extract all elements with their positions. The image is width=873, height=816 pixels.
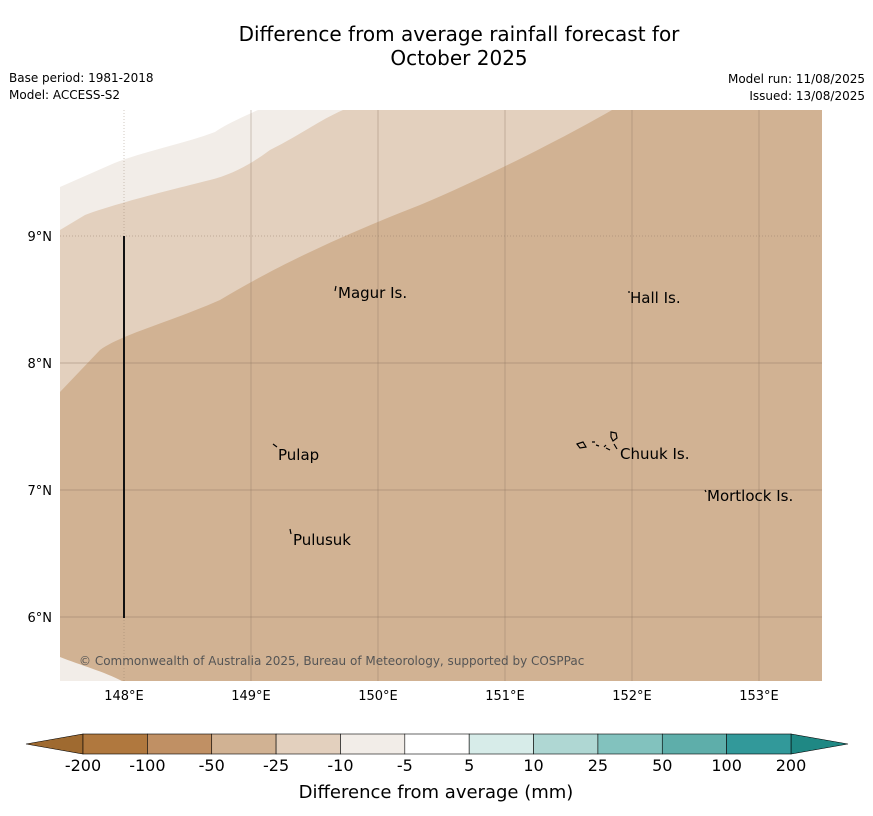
colorbar-segment [275,733,341,755]
colorbar-label: -50 [199,756,225,775]
model-run-text: Model run: 11/08/2025 [727,72,865,86]
colorbar-segment [661,733,727,755]
longitude-tick-label: 151°E [485,689,525,704]
colorbar-title: Difference from average (mm) [299,782,574,803]
colorbar-segment [404,733,470,755]
latitude-tick-label: 7°N [28,484,53,499]
model-text: Model: ACCESS-S2 [9,88,121,102]
latitude-tick-label: 9°N [28,230,53,245]
place-label: Magur Is. [338,284,407,302]
place-label: Pulap [278,446,319,464]
place-label: Hall Is. [630,289,681,307]
place-label: Chuuk Is. [620,445,689,463]
longitude-tick-label: 150°E [358,689,398,704]
meta-right: Model run: 11/08/2025 Issued: 13/08/2025 [728,71,865,105]
colorbar-label: 100 [711,756,742,775]
latitude-tick-label: 6°N [28,611,53,626]
colorbar-label: 200 [776,756,807,775]
colorbar-extend-low [25,733,84,755]
colorbar-segment [468,733,534,755]
issued-text: Issued: 13/08/2025 [749,89,865,103]
map-title: Difference from average rainfall forecas… [238,22,680,70]
longitude-tick-label: 148°E [104,689,144,704]
latitude-ticks: 9°N 8°N 7°N 6°N [28,230,53,626]
meta-left: Base period: 1981-2018 Model: ACCESS-S2 [9,70,154,104]
colorbar-label: -25 [263,756,289,775]
place-label: Mortlock Is. [707,487,793,505]
colorbar-segment [340,733,406,755]
colorbar-label: 50 [652,756,672,775]
colorbar-label: 10 [523,756,543,775]
base-period-text: Base period: 1981-2018 [9,71,154,85]
colorbar-label: -200 [65,756,101,775]
colorbar-label: -10 [327,756,353,775]
colorbar-segment [147,733,213,755]
longitude-ticks: 148°E 149°E 150°E 151°E 152°E 153°E [104,689,779,704]
island-marks [272,285,707,535]
colorbar-label: -100 [129,756,165,775]
latitude-tick-label: 8°N [28,357,53,372]
place-label: Pulusuk [293,531,351,549]
colorbar-segment [211,733,277,755]
longitude-tick-label: 152°E [612,689,652,704]
colorbar-label: -5 [397,756,413,775]
colorbar-segment [726,733,792,755]
colorbar-segment [597,733,663,755]
anomaly-band-lower-left [60,657,122,681]
longitude-tick-label: 149°E [231,689,271,704]
colorbar-segment [533,733,599,755]
colorbar-extend-high [790,733,849,755]
colorbar-label: 5 [464,756,474,775]
copyright-text: © Commonwealth of Australia 2025, Bureau… [79,654,584,668]
colorbar: -200 -100 -50 -25 -10 -5 5 10 25 50 100 200 [25,733,849,775]
anomaly-band-minus5 [60,110,258,187]
colorbar-label: 25 [588,756,608,775]
place-labels: Magur Is. Hall Is. Pulap Chuuk Is. Mortlock … [278,284,793,549]
colorbar-segment [82,733,148,755]
longitude-tick-label: 153°E [739,689,779,704]
